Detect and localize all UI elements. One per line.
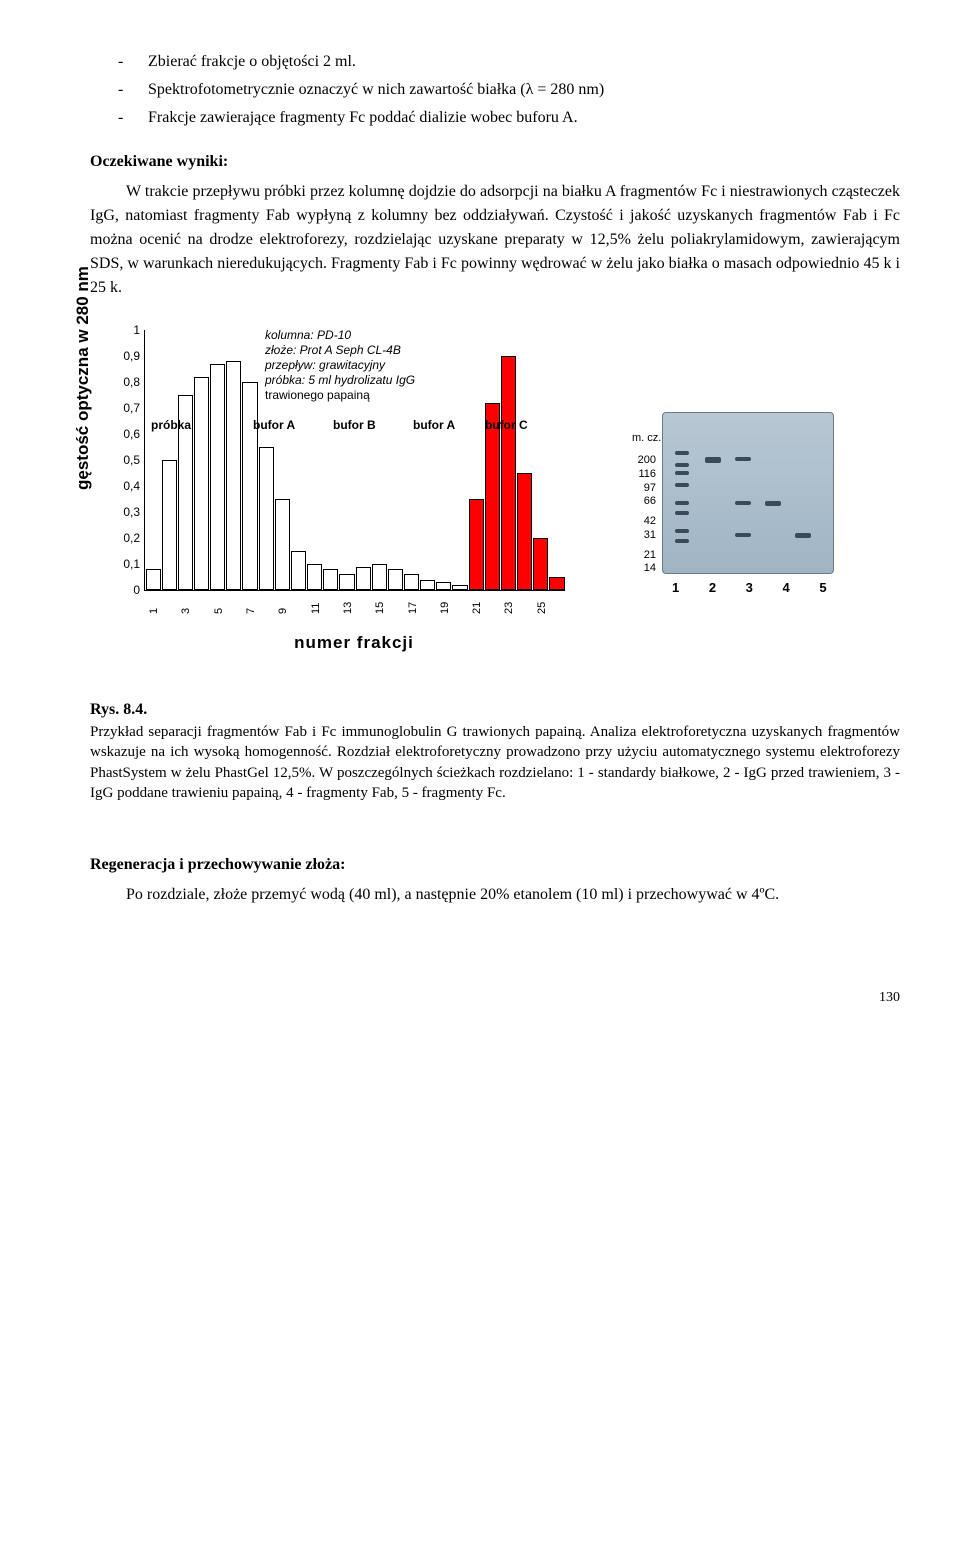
bar: [226, 361, 241, 590]
bar: [469, 499, 484, 590]
bar: [291, 551, 306, 590]
dash-icon: -: [90, 50, 148, 74]
expected-results-paragraph: W trakcie przepływu próbki przez kolumnę…: [90, 180, 900, 300]
region-label: bufor A: [413, 416, 455, 434]
mw-value: 14: [632, 562, 656, 576]
bar: [210, 364, 225, 590]
regeneration-heading: Regeneracja i przechowywanie złoża:: [90, 853, 900, 877]
plot-area: kolumna: PD-10 złoże: Prot A Seph CL-4B …: [144, 330, 565, 591]
bar: [388, 569, 403, 590]
bar: [307, 564, 322, 590]
anno-line: trawionego papainą: [265, 388, 370, 402]
bar: [275, 499, 290, 590]
bar: [259, 447, 274, 590]
bullet-text: Zbierać frakcje o objętości 2 ml.: [148, 50, 900, 74]
molecular-weight-label: m. cz.: [632, 430, 661, 447]
bullet-text: Frakcje zawierające fragmenty Fc poddać …: [148, 106, 900, 130]
mw-value: 42: [632, 515, 656, 529]
y-axis-label: gęstość optyczna w 280 nm: [70, 266, 96, 490]
lane-numbers: 1 2 3 4 5: [672, 578, 840, 598]
list-item: - Frakcje zawierające fragmenty Fc podda…: [90, 106, 900, 130]
mw-value: 97: [632, 482, 656, 496]
bullet-text: Spektrofotometrycznie oznaczyć w nich za…: [148, 78, 900, 102]
x-axis-label: numer frakcji: [144, 630, 564, 656]
bar: [194, 377, 209, 590]
bar: [372, 564, 387, 590]
bar-chart: gęstość optyczna w 280 nm 10,90,80,70,60…: [90, 330, 620, 650]
anno-line: kolumna: PD-10: [265, 328, 351, 342]
bar: [404, 574, 419, 590]
anno-line: przepływ: grawitacyjny: [265, 358, 385, 372]
bar: [323, 569, 338, 590]
expected-results-heading: Oczekiwane wyniki:: [90, 150, 900, 174]
figure-caption: Przykład separacji fragmentów Fab i Fc i…: [90, 722, 900, 803]
mw-value: 66: [632, 495, 656, 509]
list-item: - Spektrofotometrycznie oznaczyć w nich …: [90, 78, 900, 102]
bar: [436, 582, 451, 590]
y-ticks: 10,90,80,70,60,50,40,30,20,10: [108, 330, 140, 590]
bar: [242, 382, 257, 590]
region-label: bufor C: [485, 416, 528, 434]
dash-icon: -: [90, 78, 148, 102]
molecular-weight-values: 200 116 97 66 42 31 21 14: [632, 454, 656, 576]
list-item: - Zbierać frakcje o objętości 2 ml.: [90, 50, 900, 74]
anno-line: złoże: Prot A Seph CL-4B: [265, 343, 401, 357]
mw-value: 21: [632, 549, 656, 563]
bar: [517, 473, 532, 590]
bar: [501, 356, 516, 590]
figure-caption-head: Rys. 8.4.: [90, 698, 900, 722]
dash-icon: -: [90, 106, 148, 130]
bar: [533, 538, 548, 590]
figure: gęstość optyczna w 280 nm 10,90,80,70,60…: [90, 330, 900, 650]
region-label: bufor B: [333, 416, 376, 434]
bar: [452, 585, 467, 590]
region-label: próbka: [151, 416, 191, 434]
bar: [146, 569, 161, 590]
bar: [339, 574, 354, 590]
mw-value: 116: [632, 468, 656, 482]
gel-box: [662, 412, 834, 574]
bar: [420, 580, 435, 590]
anno-line: próbka: 5 ml hydrolizatu IgG: [265, 373, 415, 387]
regeneration-paragraph: Po rozdziale, złoże przemyć wodą (40 ml)…: [90, 883, 900, 907]
bar: [549, 577, 564, 590]
bullet-list: - Zbierać frakcje o objętości 2 ml. - Sp…: [90, 50, 900, 130]
region-label: bufor A: [253, 416, 295, 434]
page-number: 130: [90, 987, 900, 1008]
bar: [162, 460, 177, 590]
mw-value: 31: [632, 529, 656, 543]
mw-value: 200: [632, 454, 656, 468]
chart-annotation: kolumna: PD-10 złoże: Prot A Seph CL-4B …: [265, 328, 415, 403]
x-ticks: 135791113151719212325: [144, 594, 564, 624]
bar: [356, 567, 371, 590]
